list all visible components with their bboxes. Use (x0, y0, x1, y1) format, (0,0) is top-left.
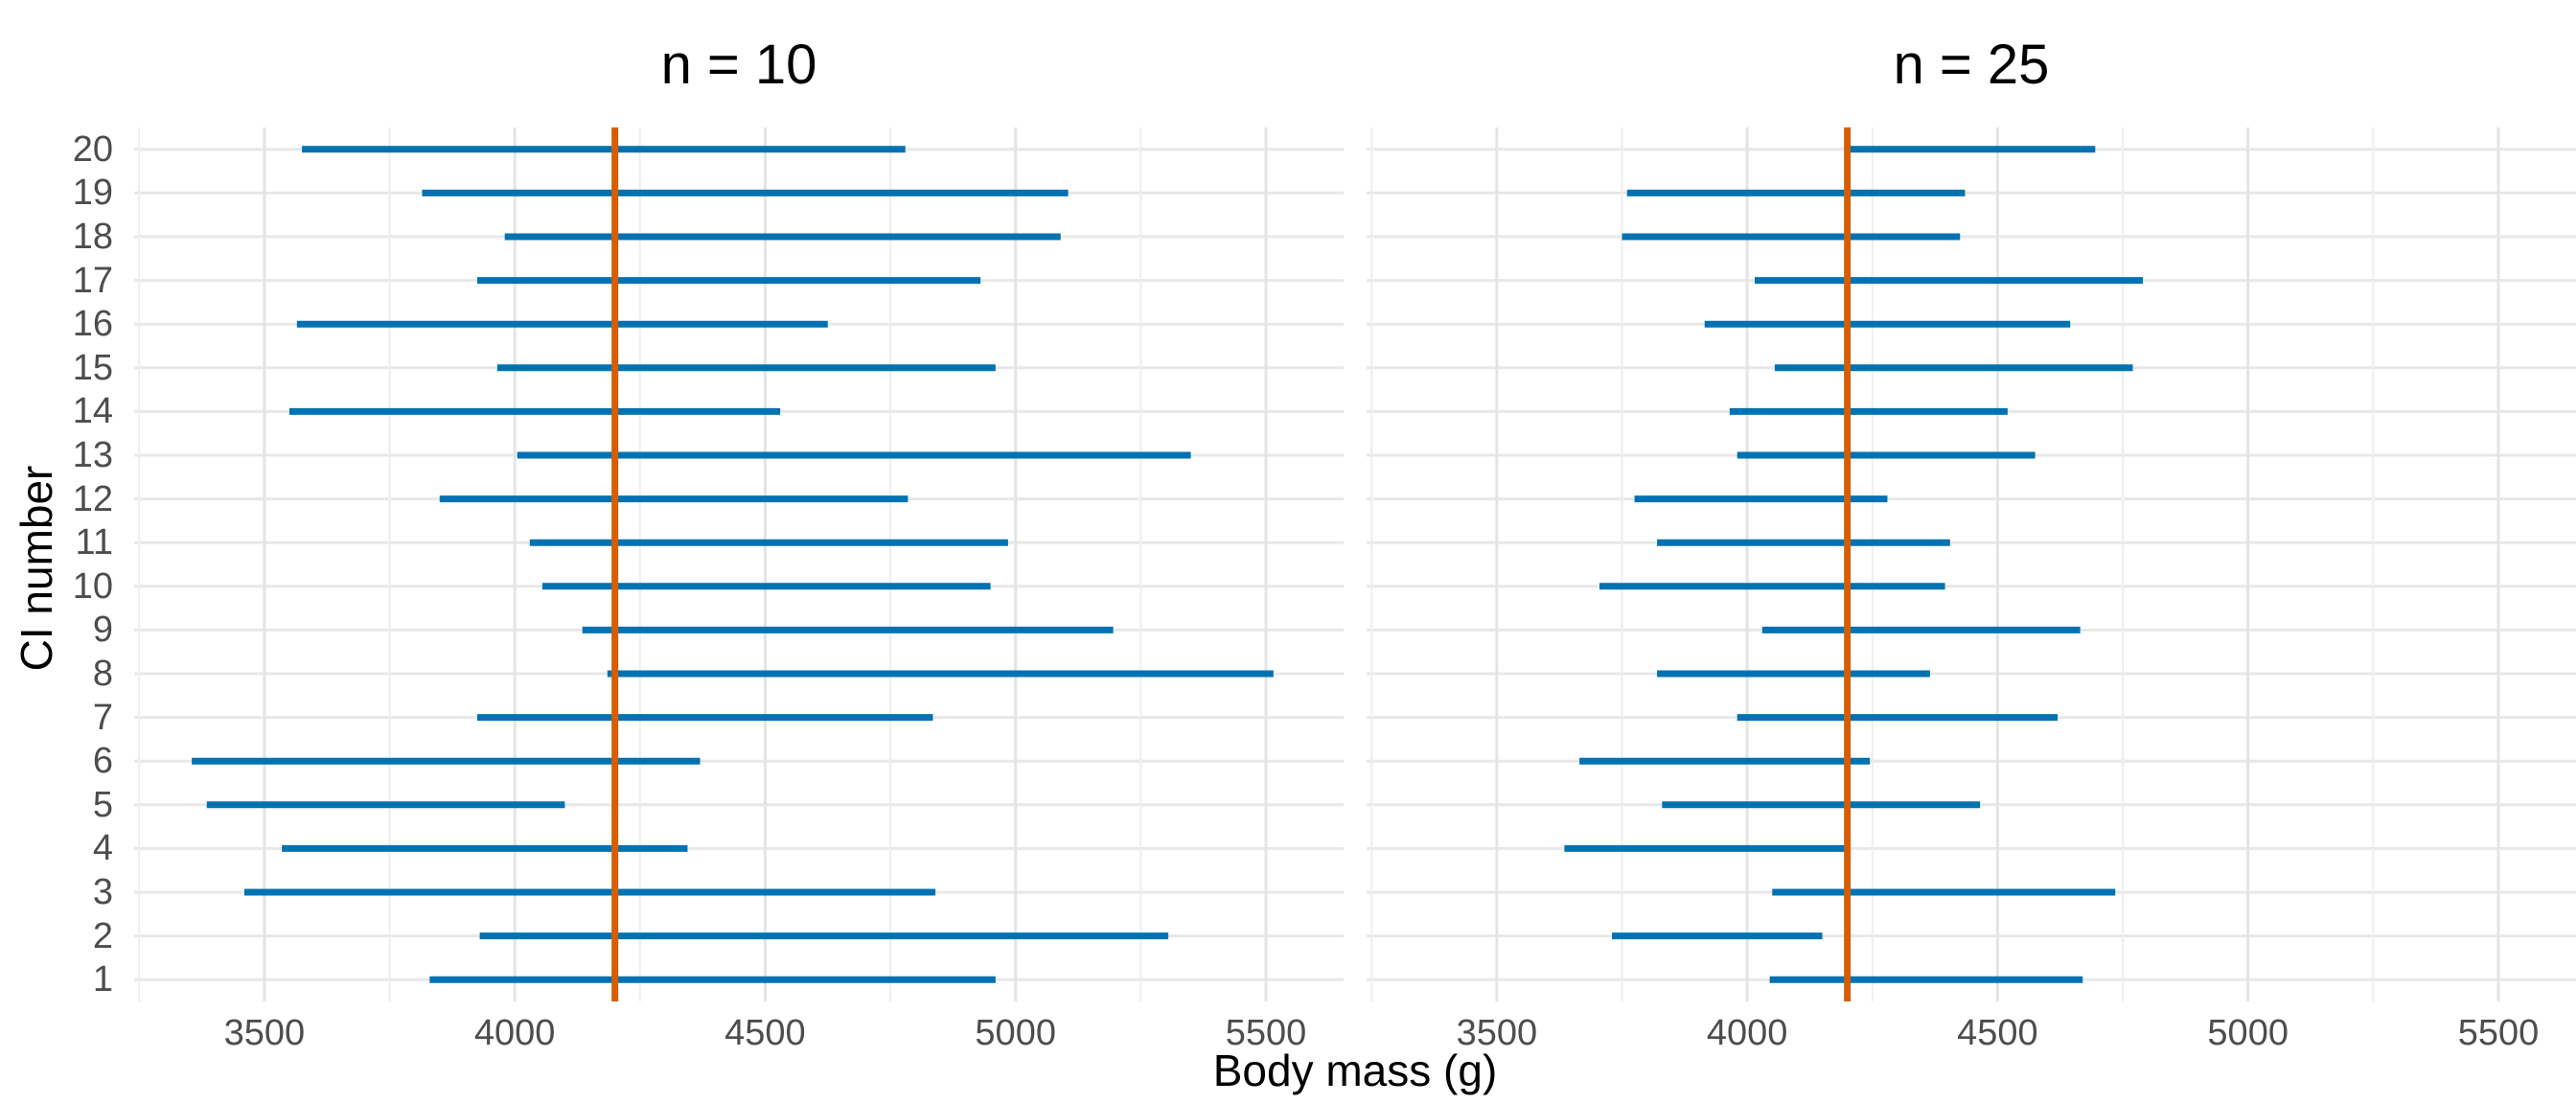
y-tick-label: 5 (92, 784, 113, 825)
panel-n10 (134, 127, 1344, 1001)
y-tick-label: 20 (72, 128, 113, 170)
y-tick-label: 3 (92, 872, 113, 912)
x-axis-title: Body mass (g) (1212, 1046, 1498, 1095)
y-tick-label: 18 (72, 217, 113, 257)
y-tick-label: 8 (92, 654, 113, 694)
x-tick-label: 5000 (2207, 1013, 2288, 1053)
y-tick-label: 13 (72, 435, 113, 475)
facet-title-n25: n = 25 (1893, 34, 2050, 96)
y-tick-label: 16 (72, 304, 113, 345)
y-tick-label: 10 (72, 565, 113, 607)
facet-title-n10: n = 10 (660, 34, 817, 96)
y-tick-label: 2 (92, 915, 113, 956)
y-tick-label: 6 (92, 741, 113, 782)
y-tick-label: 1 (92, 959, 113, 1000)
panel-n25 (1367, 127, 2576, 1001)
y-tick-label: 19 (72, 172, 113, 214)
y-tick-label: 17 (72, 260, 113, 301)
x-tick-label: 3500 (1456, 1013, 1538, 1053)
x-tick-label: 4000 (473, 1013, 556, 1053)
x-tick-label: 4000 (1706, 1013, 1788, 1053)
y-tick-label: 9 (92, 610, 113, 651)
y-tick-label: 11 (75, 522, 113, 564)
y-tick-label: 12 (72, 478, 113, 519)
x-tick-label: 5500 (2457, 1013, 2540, 1053)
y-tick-label: 14 (72, 391, 113, 432)
y-tick-label: 4 (92, 828, 113, 869)
x-tick-label: 5000 (975, 1013, 1056, 1053)
y-tick-label: 7 (92, 697, 113, 738)
x-tick-label: 4500 (724, 1013, 806, 1053)
x-tick-label: 4500 (1957, 1013, 2038, 1053)
y-tick-label: 15 (72, 347, 113, 388)
x-tick-label: 5500 (1225, 1013, 1307, 1053)
x-tick-label: 3500 (223, 1013, 306, 1053)
